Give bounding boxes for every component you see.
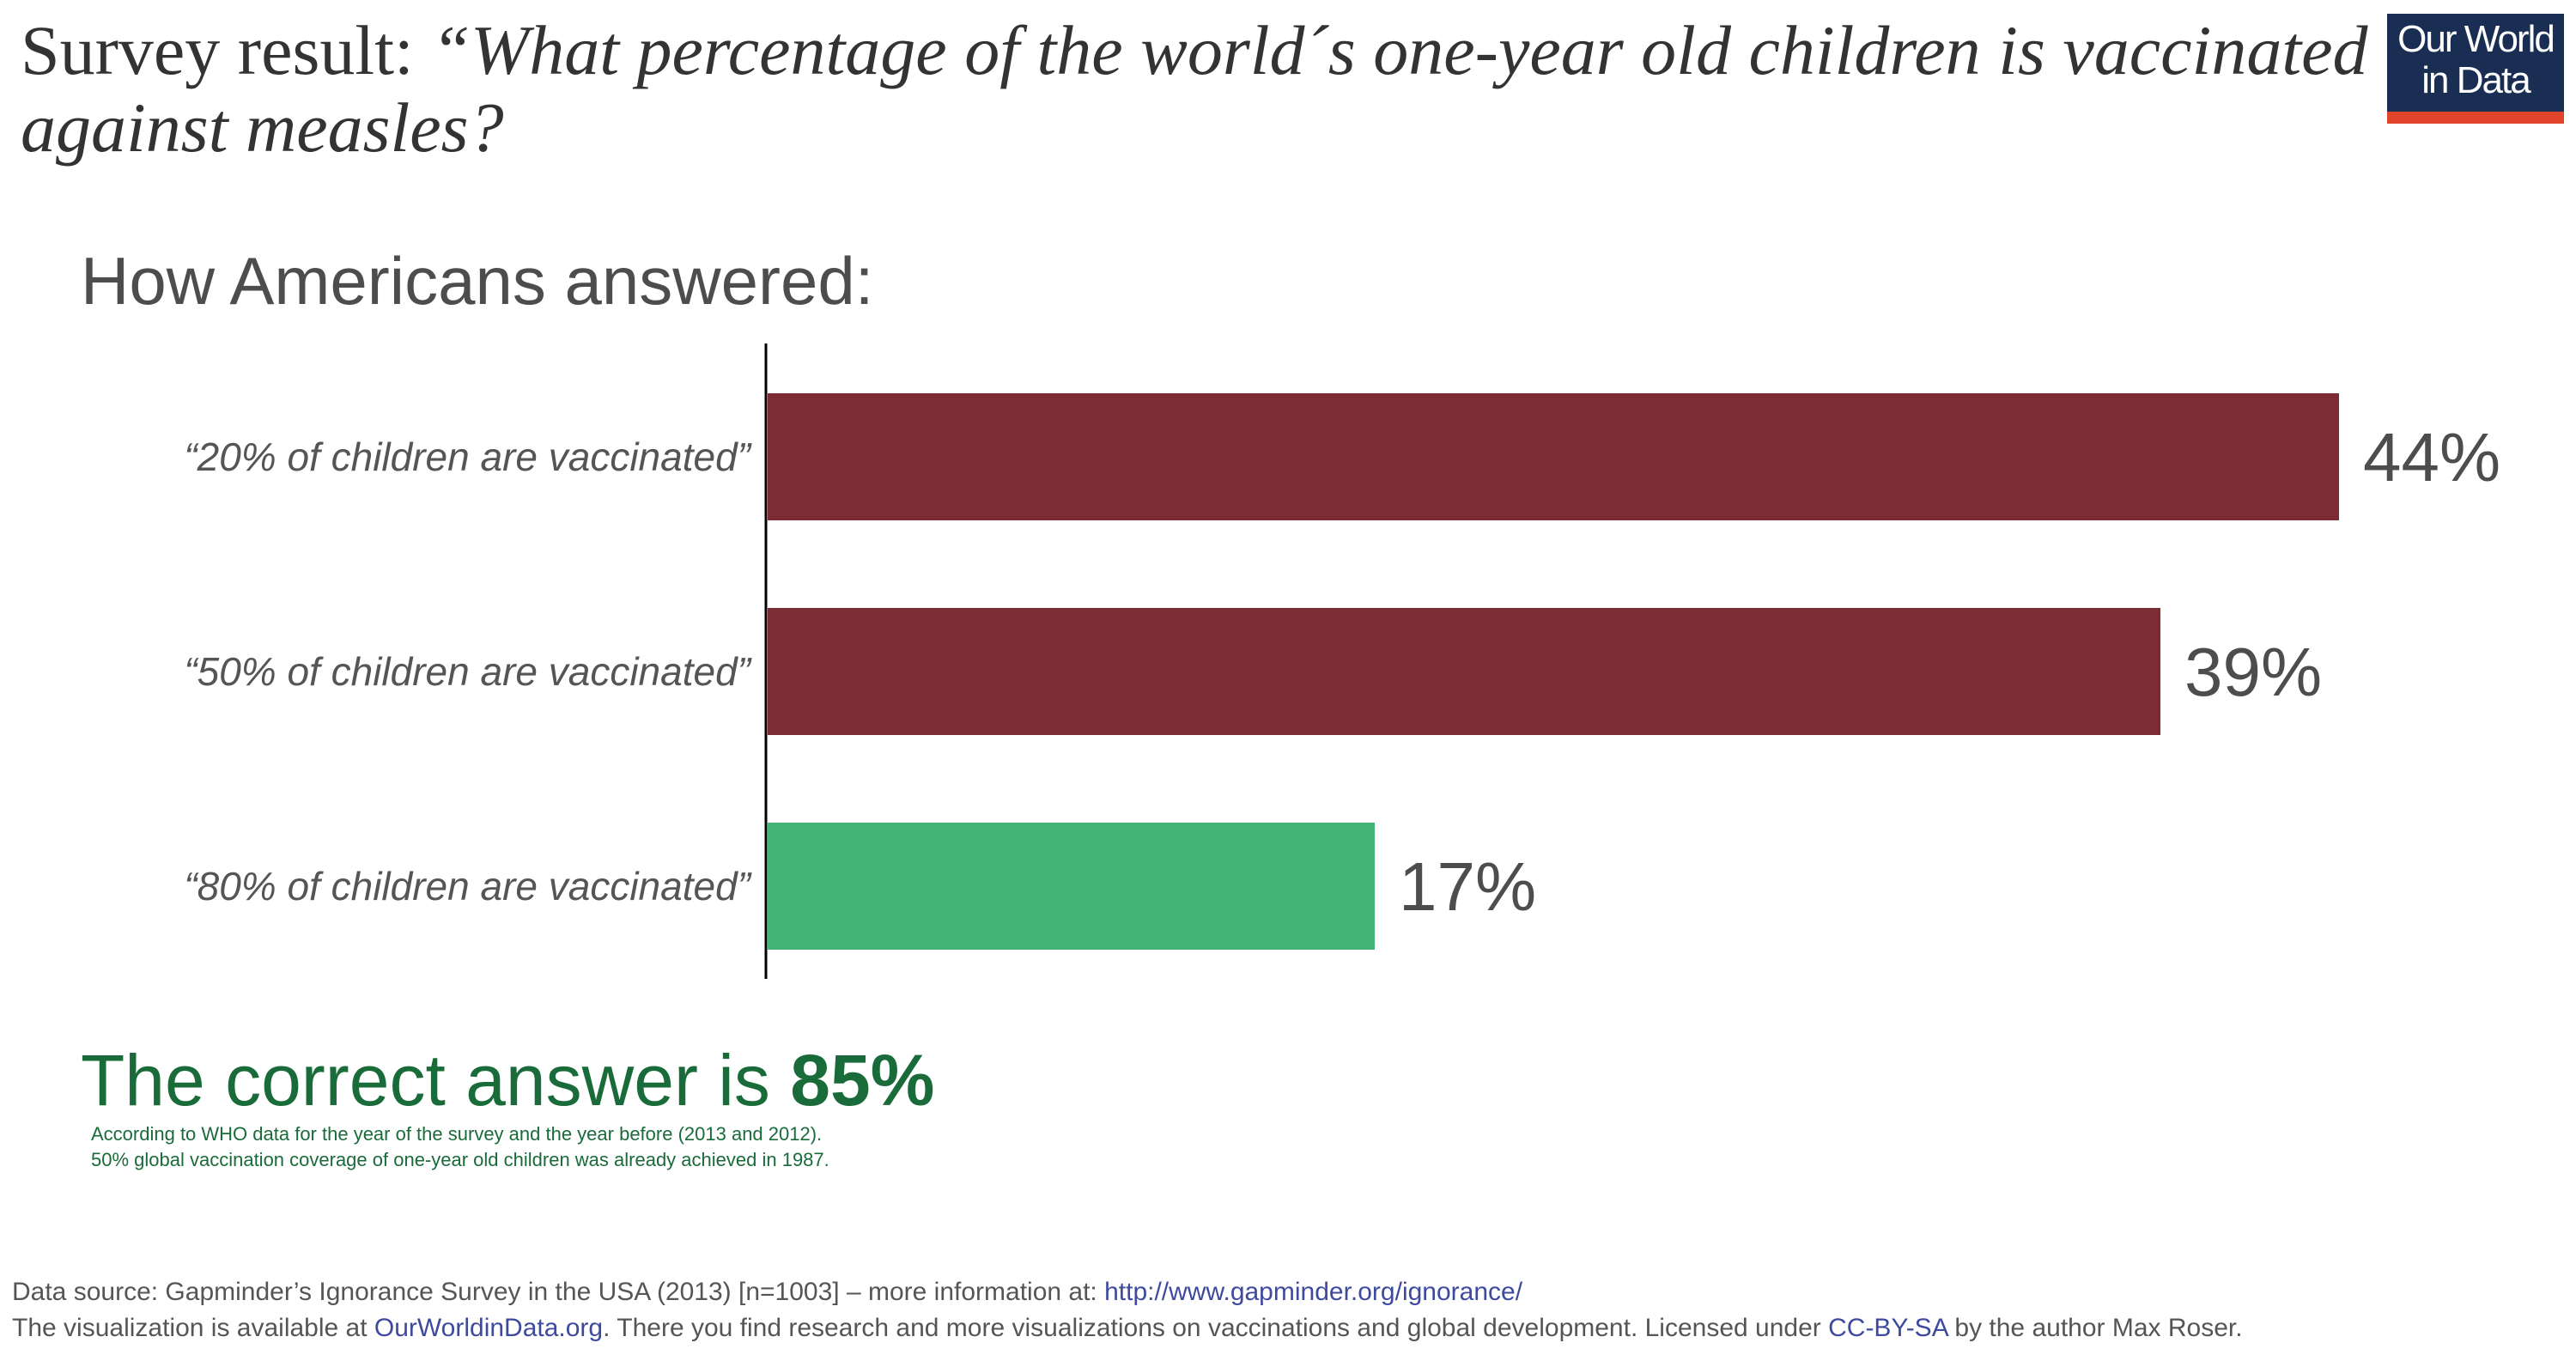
chart-title: Survey result: “What percentage of the w… (21, 12, 2373, 167)
bar-1 (768, 608, 2161, 735)
title-prefix: Survey result: (21, 11, 432, 89)
category-label-0: “20% of children are vaccinated” (184, 434, 752, 479)
footer: Data source: Gapminder’s Ignorance Surve… (12, 1274, 2243, 1346)
bar-0 (768, 393, 2339, 520)
license-pre: The visualization is available at (12, 1314, 374, 1342)
logo-line-1: Our World (2397, 18, 2555, 60)
note-line-1: According to WHO data for the year of th… (91, 1123, 823, 1145)
bar-2 (768, 823, 1376, 950)
title-question: “What percentage of the world´s one-year… (21, 11, 2368, 167)
logo-line-2: in Data (2421, 59, 2530, 101)
source-link[interactable]: http://www.gapminder.org/ignorance/ (1104, 1278, 1523, 1306)
category-label-2: “80% of children are vaccinated” (184, 864, 752, 908)
correct-answer: The correct answer is 85% (81, 1037, 934, 1123)
owid-logo[interactable]: Our World in Data (2387, 14, 2564, 124)
note-line-2: 50% global vaccination coverage of one-y… (91, 1149, 829, 1170)
value-label-2: 17% (1399, 848, 1536, 925)
category-label-1: “50% of children are vaccinated” (184, 649, 752, 694)
value-label-1: 39% (2184, 634, 2322, 710)
chart-subtitle: How Americans answered: (81, 243, 874, 319)
owid-link[interactable]: OurWorldinData.org (374, 1314, 604, 1342)
source-text: Data source: Gapminder’s Ignorance Surve… (12, 1278, 1105, 1306)
footer-license-line: The visualization is available at OurWor… (12, 1310, 2243, 1346)
footer-source-line: Data source: Gapminder’s Ignorance Surve… (12, 1274, 2243, 1310)
license-post: by the author Max Roser. (1947, 1314, 2243, 1342)
correct-answer-text: The correct answer is (81, 1040, 791, 1121)
license-mid: . There you find research and more visua… (603, 1314, 1829, 1342)
value-label-0: 44% (2363, 419, 2500, 495)
answer-notes: According to WHO data for the year of th… (91, 1121, 829, 1173)
cc-by-sa-link[interactable]: CC-BY-SA (1828, 1314, 1948, 1342)
correct-answer-value: 85% (790, 1040, 935, 1121)
